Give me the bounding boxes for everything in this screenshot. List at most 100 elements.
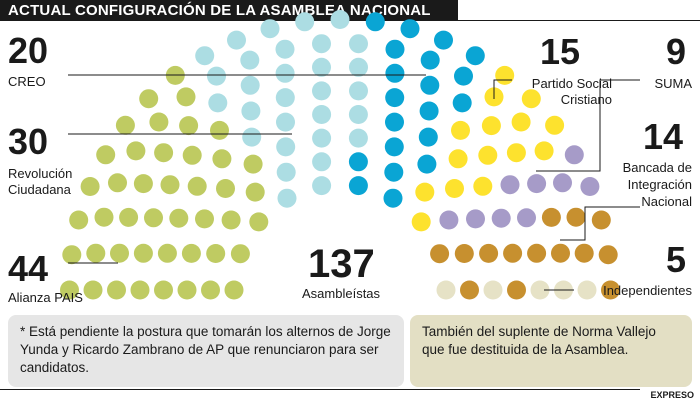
seat-alianza-pais <box>224 280 244 300</box>
seat-creo <box>385 63 405 83</box>
seat-alianza-pais <box>139 89 159 109</box>
leader-suma <box>536 79 640 172</box>
seat-alianza-pais <box>176 87 196 107</box>
seat-partido-social-cristiano <box>506 143 526 163</box>
seat-creo <box>454 66 473 86</box>
ind-label: Independientes <box>603 283 692 298</box>
total-seats: 137 <box>308 242 375 286</box>
seat-alianza-pais <box>149 112 169 132</box>
chart-title: ACTUAL CONFIGURACIÓN DE LA ASAMBLEA NACI… <box>8 2 431 19</box>
note-right: También del suplente de Norma Vallejo qu… <box>410 315 692 387</box>
seat-alianza-pais <box>181 243 201 263</box>
seat-bancada-de-integración-nacional <box>527 243 547 263</box>
seat-revolución-ciudadana <box>276 162 296 182</box>
ap-seats: 44 <box>8 248 49 289</box>
seat-creo <box>384 137 404 157</box>
seat-revolución-ciudadana <box>242 127 262 147</box>
seat-bancada-de-integración-nacional <box>591 210 611 230</box>
psc-label-line1: Partido Social <box>531 76 612 91</box>
seat-bancada-de-integración-nacional <box>503 243 523 263</box>
seat-alianza-pais <box>212 149 232 169</box>
creo-seats: 20 <box>8 30 49 71</box>
seat-alianza-pais <box>245 182 265 202</box>
seat-partido-social-cristiano <box>448 149 468 169</box>
leader-psc <box>493 79 512 99</box>
seat-creo <box>385 39 405 59</box>
note-left: * Está pendiente la postura que tomarán … <box>8 315 404 387</box>
seat-revolución-ciudadana <box>227 30 246 50</box>
rc-label-line1: Revolución <box>8 166 73 181</box>
seat-alianza-pais <box>154 143 174 163</box>
seat-alianza-pais <box>83 280 103 300</box>
seat-alianza-pais <box>216 179 235 198</box>
seat-revolución-ciudadana <box>260 19 280 39</box>
total-label: Asambleístas <box>302 286 381 301</box>
seat-suma <box>500 175 520 195</box>
seat-creo <box>384 162 404 182</box>
seat-revolución-ciudadana <box>312 128 332 148</box>
seat-alianza-pais <box>133 243 153 263</box>
seat-bancada-de-integración-nacional <box>507 280 526 300</box>
seat-revolución-ciudadana <box>240 75 260 95</box>
seat-suma <box>466 209 485 229</box>
seat-revolución-ciudadana <box>349 34 368 54</box>
seat-suma <box>491 208 511 228</box>
seat-creo <box>420 50 440 70</box>
seat-alianza-pais <box>221 210 241 230</box>
seat-creo <box>348 152 368 172</box>
seat-independientes <box>577 280 597 300</box>
seat-revolución-ciudadana <box>312 152 332 172</box>
seat-partido-social-cristiano <box>445 179 464 198</box>
ind-seats: 5 <box>666 239 687 280</box>
seat-alianza-pais <box>201 280 220 300</box>
seat-alianza-pais <box>210 120 229 140</box>
seat-creo <box>452 93 472 113</box>
seat-independientes <box>483 280 503 300</box>
seat-alianza-pais <box>130 280 150 300</box>
bottom-rule <box>0 389 640 390</box>
seat-revolución-ciudadana <box>275 39 295 59</box>
seat-alianza-pais <box>115 115 135 135</box>
seat-creo <box>348 176 368 196</box>
seat-revolución-ciudadana <box>275 63 295 83</box>
seat-revolución-ciudadana <box>348 128 368 148</box>
seat-alianza-pais <box>206 244 226 263</box>
seat-bancada-de-integración-nacional <box>566 207 586 227</box>
seat-partido-social-cristiano <box>481 116 501 136</box>
seat-bancada-de-integración-nacional <box>454 244 474 263</box>
leader-bin <box>560 206 640 241</box>
seat-suma <box>517 208 536 228</box>
bin-seats: 14 <box>643 116 684 157</box>
seat-revolución-ciudadana <box>312 34 331 54</box>
suma-label: SUMA <box>654 76 692 91</box>
rc-label-line2: Ciudadana <box>8 182 71 197</box>
seat-creo <box>418 127 438 147</box>
seat-alianza-pais <box>243 154 263 174</box>
seat-bancada-de-integración-nacional <box>460 280 479 300</box>
seat-partido-social-cristiano <box>473 176 493 196</box>
seat-partido-social-cristiano <box>495 65 515 85</box>
seat-creo <box>434 30 453 50</box>
seat-creo <box>385 88 405 108</box>
seat-creo <box>385 112 404 132</box>
seat-alianza-pais <box>169 208 189 228</box>
seat-bancada-de-integración-nacional <box>479 243 499 263</box>
seat-independientes <box>436 280 456 300</box>
rc-seats: 30 <box>8 121 49 162</box>
seat-revolución-ciudadana <box>277 188 297 208</box>
seat-alianza-pais <box>187 176 207 196</box>
seat-alianza-pais <box>60 280 79 300</box>
creo-label: CREO <box>8 74 46 89</box>
seat-suma <box>580 177 600 196</box>
seat-partido-social-cristiano <box>415 182 435 202</box>
seat-alianza-pais <box>133 174 153 194</box>
seat-bancada-de-integración-nacional <box>430 244 450 264</box>
seat-revolución-ciudadana <box>195 46 215 66</box>
bin-label-line1: Bancada de <box>622 160 692 175</box>
seat-revolución-ciudadana <box>276 112 295 132</box>
seat-creo <box>365 12 385 32</box>
seat-alianza-pais <box>195 209 214 229</box>
seat-alianza-pais <box>249 212 269 232</box>
seat-revolución-ciudadana <box>312 105 332 124</box>
seat-revolución-ciudadana <box>348 105 368 124</box>
